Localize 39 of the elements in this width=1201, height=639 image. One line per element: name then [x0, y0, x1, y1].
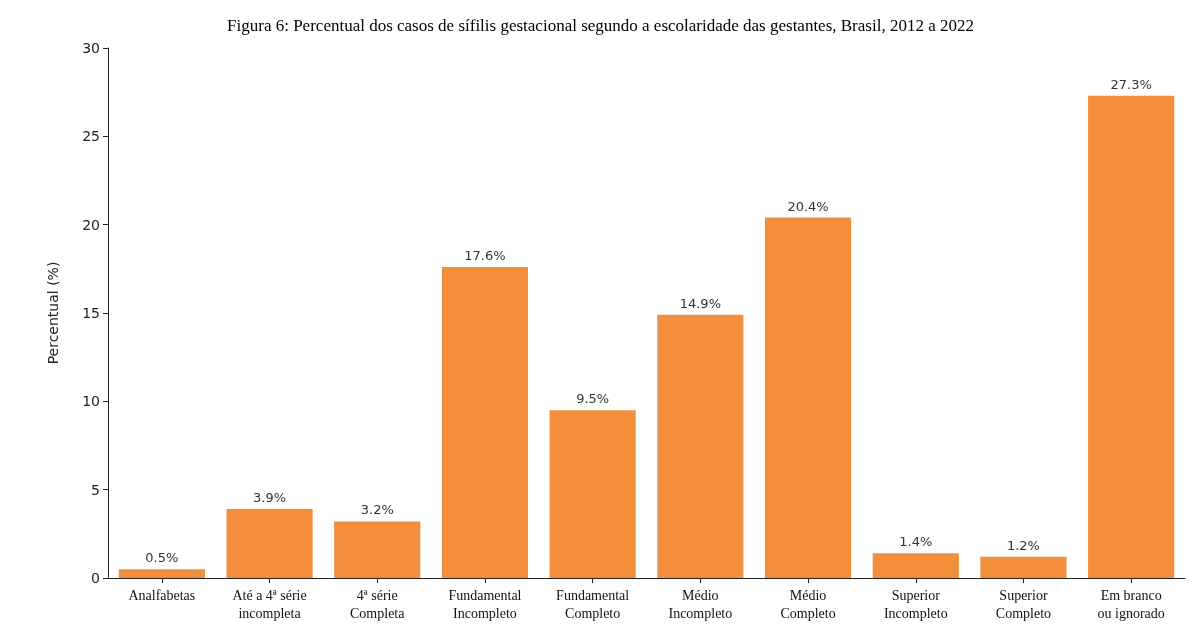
data-label: 3.9% — [253, 490, 287, 506]
y-tick-label: 25 — [82, 128, 100, 145]
y-axis-title: Percentual (%) — [45, 261, 61, 365]
y-tick-label: 5 — [91, 481, 100, 498]
bar — [334, 521, 421, 578]
chart-title: Figura 6: Percentual dos casos de sífilis gestacional segundo a escolaridade das gestantes, Brasil, 2012 a 2022 — [227, 16, 974, 35]
data-label: 9.5% — [576, 391, 610, 407]
data-label: 20.4% — [787, 198, 829, 214]
y-tick-label: 0 — [91, 570, 100, 586]
y-tick-label: 30 — [82, 40, 100, 56]
data-label: 1.4% — [899, 534, 933, 550]
y-tick-label: 20 — [82, 216, 100, 233]
bar — [441, 267, 529, 578]
bar — [549, 410, 636, 578]
bar — [657, 314, 744, 578]
bar — [118, 569, 205, 578]
data-label: 1.2% — [1006, 537, 1040, 553]
bar — [1088, 95, 1175, 578]
bar — [226, 509, 313, 578]
data-label: 14.9% — [679, 295, 722, 311]
x-tick-label: Analfabetas — [128, 587, 196, 603]
x-tick-label: Em branco ou ignorado — [1097, 587, 1165, 621]
data-label: 27.3% — [1110, 76, 1152, 92]
bar — [872, 553, 959, 578]
x-tick-label: Médio Incompleto — [668, 587, 733, 621]
x-tick-label: Superior Completo — [995, 587, 1052, 621]
x-tick-label: Fundamental Completo — [556, 587, 630, 621]
bar — [980, 556, 1067, 578]
data-label: 17.6% — [464, 248, 506, 264]
x-tick-label: Superior Incompleto — [883, 587, 948, 621]
x-tick-label: Médio Completo — [780, 587, 836, 621]
y-tick-label: 10 — [82, 393, 100, 410]
data-label: 3.2% — [360, 502, 394, 518]
bar — [764, 217, 852, 578]
y-tick-label: 15 — [82, 305, 100, 321]
x-tick-label: Até a 4ª série incompleta — [232, 587, 307, 621]
data-label: 0.5% — [145, 550, 179, 566]
x-tick-label: Fundamental Incompleto — [448, 587, 522, 621]
x-tick-label: 4ª série Completa — [350, 587, 406, 621]
